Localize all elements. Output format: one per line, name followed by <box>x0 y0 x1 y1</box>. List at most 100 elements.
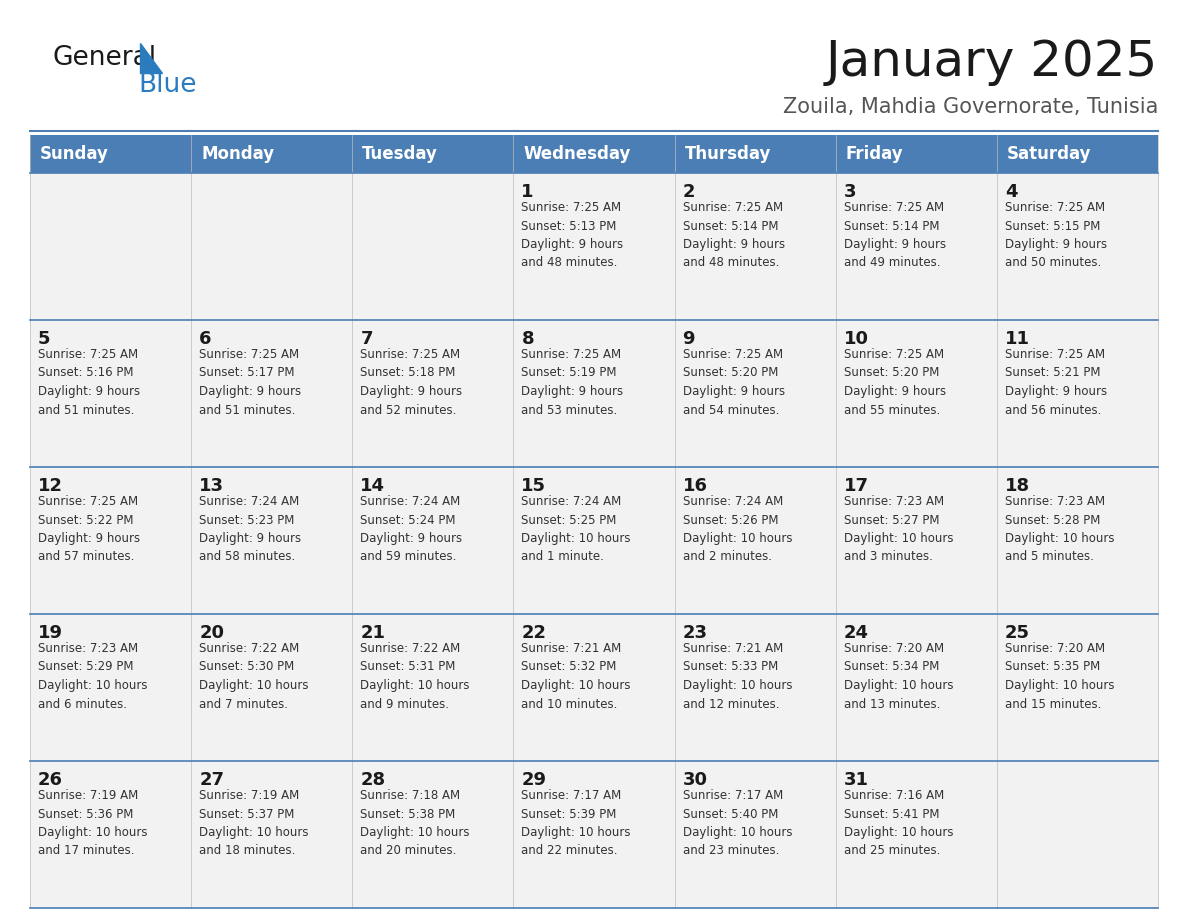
Bar <box>513 614 675 761</box>
Text: 30: 30 <box>683 771 708 789</box>
Bar <box>675 173 835 320</box>
Text: Tuesday: Tuesday <box>362 145 438 163</box>
Text: 12: 12 <box>38 477 63 495</box>
Text: Sunrise: 7:25 AM
Sunset: 5:17 PM
Daylight: 9 hours
and 51 minutes.: Sunrise: 7:25 AM Sunset: 5:17 PM Dayligh… <box>200 348 302 417</box>
Text: Sunrise: 7:19 AM
Sunset: 5:37 PM
Daylight: 10 hours
and 18 minutes.: Sunrise: 7:19 AM Sunset: 5:37 PM Dayligh… <box>200 789 309 857</box>
Bar <box>353 320 513 467</box>
Bar <box>191 173 353 320</box>
Bar <box>513 467 675 614</box>
Text: Sunrise: 7:16 AM
Sunset: 5:41 PM
Daylight: 10 hours
and 25 minutes.: Sunrise: 7:16 AM Sunset: 5:41 PM Dayligh… <box>843 789 953 857</box>
Text: General: General <box>52 45 156 71</box>
Bar <box>353 173 513 320</box>
Text: Sunrise: 7:18 AM
Sunset: 5:38 PM
Daylight: 10 hours
and 20 minutes.: Sunrise: 7:18 AM Sunset: 5:38 PM Dayligh… <box>360 789 469 857</box>
Text: January 2025: January 2025 <box>826 38 1158 86</box>
Text: Sunrise: 7:22 AM
Sunset: 5:30 PM
Daylight: 10 hours
and 7 minutes.: Sunrise: 7:22 AM Sunset: 5:30 PM Dayligh… <box>200 642 309 711</box>
Text: Sunrise: 7:25 AM
Sunset: 5:13 PM
Daylight: 9 hours
and 48 minutes.: Sunrise: 7:25 AM Sunset: 5:13 PM Dayligh… <box>522 201 624 270</box>
Text: Sunrise: 7:24 AM
Sunset: 5:25 PM
Daylight: 10 hours
and 1 minute.: Sunrise: 7:24 AM Sunset: 5:25 PM Dayligh… <box>522 495 631 564</box>
Text: Sunday: Sunday <box>40 145 109 163</box>
Bar <box>513 320 675 467</box>
Text: Sunrise: 7:19 AM
Sunset: 5:36 PM
Daylight: 10 hours
and 17 minutes.: Sunrise: 7:19 AM Sunset: 5:36 PM Dayligh… <box>38 789 147 857</box>
Text: Sunrise: 7:21 AM
Sunset: 5:32 PM
Daylight: 10 hours
and 10 minutes.: Sunrise: 7:21 AM Sunset: 5:32 PM Dayligh… <box>522 642 631 711</box>
Text: 5: 5 <box>38 330 51 348</box>
Bar <box>675 320 835 467</box>
Text: Sunrise: 7:25 AM
Sunset: 5:19 PM
Daylight: 9 hours
and 53 minutes.: Sunrise: 7:25 AM Sunset: 5:19 PM Dayligh… <box>522 348 624 417</box>
Bar <box>353 614 513 761</box>
Bar <box>835 320 997 467</box>
Bar <box>30 173 191 320</box>
Bar <box>997 614 1158 761</box>
Text: 1: 1 <box>522 183 533 201</box>
Bar <box>997 320 1158 467</box>
Bar <box>675 614 835 761</box>
Bar <box>353 761 513 908</box>
Polygon shape <box>140 43 162 73</box>
Bar <box>191 467 353 614</box>
Text: Thursday: Thursday <box>684 145 771 163</box>
Bar <box>353 135 513 173</box>
Text: 9: 9 <box>683 330 695 348</box>
Bar <box>191 320 353 467</box>
Text: 16: 16 <box>683 477 708 495</box>
Text: 10: 10 <box>843 330 868 348</box>
Text: 27: 27 <box>200 771 225 789</box>
Text: Sunrise: 7:20 AM
Sunset: 5:35 PM
Daylight: 10 hours
and 15 minutes.: Sunrise: 7:20 AM Sunset: 5:35 PM Dayligh… <box>1005 642 1114 711</box>
Bar <box>675 761 835 908</box>
Text: Sunrise: 7:17 AM
Sunset: 5:39 PM
Daylight: 10 hours
and 22 minutes.: Sunrise: 7:17 AM Sunset: 5:39 PM Dayligh… <box>522 789 631 857</box>
Text: Sunrise: 7:24 AM
Sunset: 5:23 PM
Daylight: 9 hours
and 58 minutes.: Sunrise: 7:24 AM Sunset: 5:23 PM Dayligh… <box>200 495 302 564</box>
Bar <box>191 614 353 761</box>
Text: 2: 2 <box>683 183 695 201</box>
Text: 6: 6 <box>200 330 211 348</box>
Text: Sunrise: 7:25 AM
Sunset: 5:14 PM
Daylight: 9 hours
and 49 minutes.: Sunrise: 7:25 AM Sunset: 5:14 PM Dayligh… <box>843 201 946 270</box>
Text: Sunrise: 7:23 AM
Sunset: 5:29 PM
Daylight: 10 hours
and 6 minutes.: Sunrise: 7:23 AM Sunset: 5:29 PM Dayligh… <box>38 642 147 711</box>
Text: Sunrise: 7:25 AM
Sunset: 5:20 PM
Daylight: 9 hours
and 54 minutes.: Sunrise: 7:25 AM Sunset: 5:20 PM Dayligh… <box>683 348 785 417</box>
Text: Sunrise: 7:25 AM
Sunset: 5:15 PM
Daylight: 9 hours
and 50 minutes.: Sunrise: 7:25 AM Sunset: 5:15 PM Dayligh… <box>1005 201 1107 270</box>
Text: Monday: Monday <box>201 145 274 163</box>
Text: 25: 25 <box>1005 624 1030 642</box>
Text: Blue: Blue <box>138 72 196 98</box>
Bar <box>30 320 191 467</box>
Text: Sunrise: 7:25 AM
Sunset: 5:16 PM
Daylight: 9 hours
and 51 minutes.: Sunrise: 7:25 AM Sunset: 5:16 PM Dayligh… <box>38 348 140 417</box>
Text: 13: 13 <box>200 477 225 495</box>
Bar <box>997 761 1158 908</box>
Text: 8: 8 <box>522 330 535 348</box>
Text: 4: 4 <box>1005 183 1017 201</box>
Bar <box>835 467 997 614</box>
Text: Sunrise: 7:22 AM
Sunset: 5:31 PM
Daylight: 10 hours
and 9 minutes.: Sunrise: 7:22 AM Sunset: 5:31 PM Dayligh… <box>360 642 469 711</box>
Bar <box>513 135 675 173</box>
Text: 7: 7 <box>360 330 373 348</box>
Text: Sunrise: 7:25 AM
Sunset: 5:21 PM
Daylight: 9 hours
and 56 minutes.: Sunrise: 7:25 AM Sunset: 5:21 PM Dayligh… <box>1005 348 1107 417</box>
Text: 11: 11 <box>1005 330 1030 348</box>
Bar <box>513 173 675 320</box>
Bar <box>30 135 191 173</box>
Text: 17: 17 <box>843 477 868 495</box>
Text: Sunrise: 7:24 AM
Sunset: 5:26 PM
Daylight: 10 hours
and 2 minutes.: Sunrise: 7:24 AM Sunset: 5:26 PM Dayligh… <box>683 495 792 564</box>
Bar <box>191 135 353 173</box>
Text: Friday: Friday <box>846 145 903 163</box>
Text: 14: 14 <box>360 477 385 495</box>
Text: 18: 18 <box>1005 477 1030 495</box>
Bar <box>997 173 1158 320</box>
Bar <box>675 467 835 614</box>
Text: Sunrise: 7:25 AM
Sunset: 5:18 PM
Daylight: 9 hours
and 52 minutes.: Sunrise: 7:25 AM Sunset: 5:18 PM Dayligh… <box>360 348 462 417</box>
Bar <box>835 761 997 908</box>
Bar <box>835 135 997 173</box>
Bar <box>191 761 353 908</box>
Text: Sunrise: 7:25 AM
Sunset: 5:22 PM
Daylight: 9 hours
and 57 minutes.: Sunrise: 7:25 AM Sunset: 5:22 PM Dayligh… <box>38 495 140 564</box>
Text: Sunrise: 7:23 AM
Sunset: 5:28 PM
Daylight: 10 hours
and 5 minutes.: Sunrise: 7:23 AM Sunset: 5:28 PM Dayligh… <box>1005 495 1114 564</box>
Text: Zouila, Mahdia Governorate, Tunisia: Zouila, Mahdia Governorate, Tunisia <box>783 97 1158 117</box>
Text: 22: 22 <box>522 624 546 642</box>
Text: Sunrise: 7:23 AM
Sunset: 5:27 PM
Daylight: 10 hours
and 3 minutes.: Sunrise: 7:23 AM Sunset: 5:27 PM Dayligh… <box>843 495 953 564</box>
Text: 19: 19 <box>38 624 63 642</box>
Text: 23: 23 <box>683 624 708 642</box>
Bar <box>353 467 513 614</box>
Text: 26: 26 <box>38 771 63 789</box>
Text: 29: 29 <box>522 771 546 789</box>
Text: Wednesday: Wednesday <box>524 145 631 163</box>
Bar <box>30 614 191 761</box>
Text: 21: 21 <box>360 624 385 642</box>
Bar <box>997 467 1158 614</box>
Text: Sunrise: 7:24 AM
Sunset: 5:24 PM
Daylight: 9 hours
and 59 minutes.: Sunrise: 7:24 AM Sunset: 5:24 PM Dayligh… <box>360 495 462 564</box>
Text: 20: 20 <box>200 624 225 642</box>
Text: Sunrise: 7:17 AM
Sunset: 5:40 PM
Daylight: 10 hours
and 23 minutes.: Sunrise: 7:17 AM Sunset: 5:40 PM Dayligh… <box>683 789 792 857</box>
Text: 28: 28 <box>360 771 385 789</box>
